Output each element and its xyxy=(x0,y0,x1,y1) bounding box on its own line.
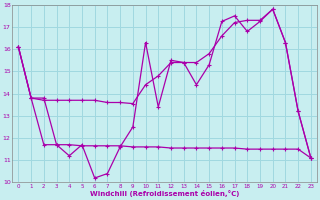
X-axis label: Windchill (Refroidissement éolien,°C): Windchill (Refroidissement éolien,°C) xyxy=(90,190,239,197)
